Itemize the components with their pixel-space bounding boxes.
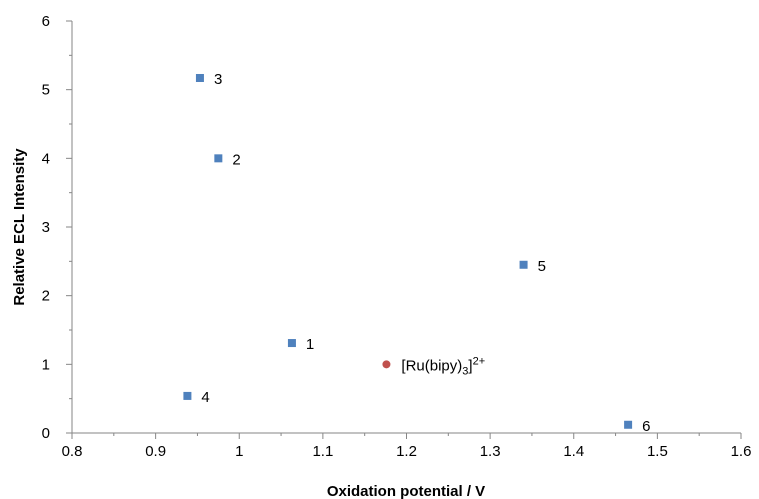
tick-labels: 0.8 0.9 1 1.1 1.2 1.3 1.4 1.5 1.6 0 1 2 3 4 5 6 [42, 13, 752, 460]
y-tick-label: 3 [42, 219, 50, 236]
y-tick-label: 5 [42, 82, 50, 99]
x-tick-label: 1.3 [480, 443, 501, 460]
y-tick-label: 4 [42, 150, 50, 167]
data-point-square [287, 339, 296, 348]
data-point-square [624, 420, 633, 429]
data-points: 1 2 3 4 5 6 [Ru(bipy)3]2+ [183, 71, 650, 435]
data-point-square [195, 73, 204, 82]
y-tick-label: 6 [42, 13, 50, 30]
data-point-square [183, 391, 192, 400]
y-tick-label: 1 [42, 356, 50, 373]
data-point-square [519, 260, 528, 269]
x-tick-label: 0.9 [145, 443, 166, 460]
x-tick-label: 0.8 [62, 443, 83, 460]
reference-label: [Ru(bipy)3]2+ [401, 355, 485, 377]
x-tick-label: 1.4 [563, 443, 584, 460]
y-tick-label: 2 [42, 288, 50, 305]
point-label: 5 [538, 258, 546, 275]
x-tick-label: 1.5 [647, 443, 668, 460]
data-point-circle [382, 360, 391, 369]
x-tick-label: 1.2 [396, 443, 417, 460]
y-tick-label: 0 [42, 425, 50, 442]
x-tick-label: 1 [235, 443, 243, 460]
axes [66, 20, 742, 439]
data-point-square [214, 154, 223, 163]
point-label: 6 [642, 418, 650, 435]
point-label: 2 [232, 151, 240, 168]
y-axis-title: Relative ECL Intensity [11, 148, 28, 306]
point-label: 3 [214, 71, 222, 88]
x-tick-label: 1.1 [312, 443, 333, 460]
x-axis-title: Oxidation potential / V [327, 483, 485, 499]
point-label: 1 [306, 336, 314, 353]
x-tick-label: 1.6 [731, 443, 752, 460]
point-label: 4 [201, 389, 209, 406]
